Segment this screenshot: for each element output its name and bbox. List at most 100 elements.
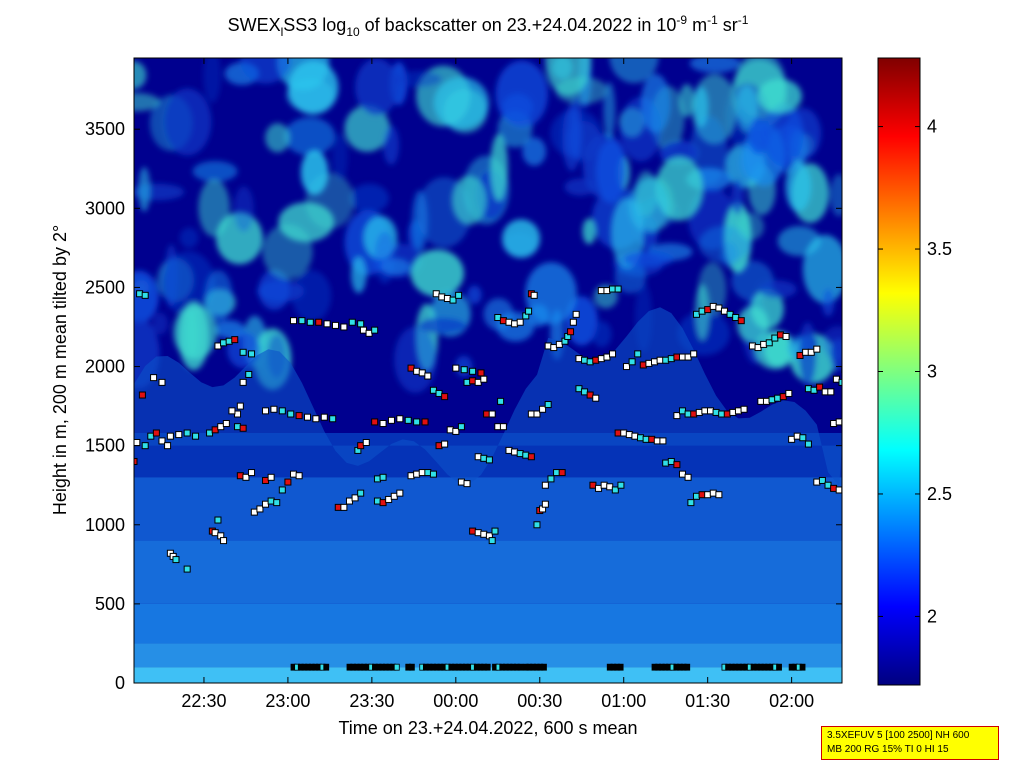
cloud-base-marker [278, 486, 286, 494]
backscatter-patch [609, 58, 659, 84]
cloud-base-marker [804, 440, 812, 448]
cloud-base-marker [379, 473, 387, 481]
backscatter-patch [757, 78, 802, 114]
backscatter-patch [355, 58, 399, 116]
cloud-base-marker [609, 350, 617, 358]
cloud-base-marker [835, 418, 842, 426]
cloud-base-marker [262, 407, 270, 415]
cloud-base-marker [499, 423, 507, 431]
y-axis: 0 500 1000 1500 2000 2500 3000 3500 [85, 119, 842, 693]
cloud-base-marker [273, 499, 281, 507]
cloud-base-marker [525, 307, 533, 315]
backscatter-patch [292, 270, 332, 322]
backscatter-patch [822, 288, 835, 317]
cloud-base-marker [455, 291, 463, 299]
cloud-base-marker [348, 318, 356, 326]
cloud-base-marker [477, 369, 485, 377]
cloud-base-marker [841, 420, 842, 428]
cloud-base-marker [452, 427, 460, 435]
cloud-base-marker [245, 370, 253, 378]
cloud-base-marker [827, 388, 835, 396]
cloud-base-marker [864, 485, 870, 491]
y-axis-label: Height in m, 200 m mean tilted by 2° [50, 225, 70, 515]
cloud-base-marker [859, 430, 865, 436]
cloud-base-marker [841, 366, 842, 374]
cloud-base-marker [853, 484, 859, 490]
cloud-base-marker [463, 480, 471, 488]
cloud-base-marker [323, 320, 331, 328]
cloud-base-marker [284, 478, 292, 486]
backscatter-patch [467, 285, 482, 305]
cloud-base-marker [192, 432, 200, 440]
backscatter-patch [562, 105, 582, 172]
cloud-base-marker [737, 317, 745, 325]
cloud-base-marker [306, 318, 314, 326]
backscatter-patch [689, 115, 728, 186]
backscatter-patch [344, 105, 390, 152]
cloud-base-marker [267, 473, 275, 481]
cloud-base-marker [357, 489, 365, 497]
backscatter-patch [582, 218, 596, 245]
backscatter-patch [383, 125, 400, 165]
cloud-base-marker [312, 415, 320, 423]
cloud-base-marker [516, 318, 524, 326]
cloud-base-marker [533, 521, 541, 529]
cloud-base-marker [539, 405, 547, 413]
plot-frame [133, 57, 843, 684]
heatmap-area [134, 58, 842, 683]
backscatter-patch [410, 249, 464, 297]
settings-info-box: 3.5XEFUV 5 [100 2500] NH 600 MB 200 RG 1… [821, 726, 999, 760]
cloud-base-marker [488, 537, 496, 545]
cloud-base-marker [371, 418, 379, 426]
cloud-base-marker [295, 472, 303, 480]
cloud-base-markers [134, 285, 870, 573]
cloud-base-marker [847, 485, 853, 491]
cloud-base-marker [491, 527, 499, 535]
backscatter-patch [628, 177, 669, 234]
cloud-base-marker [592, 394, 600, 402]
surface-marker [541, 663, 547, 671]
cloud-base-marker [480, 375, 488, 383]
y-tick-label: 0 [115, 673, 125, 693]
backscatter-patch [134, 92, 161, 112]
backscatter-patch [418, 316, 467, 334]
cloud-base-marker [228, 407, 236, 415]
cloud-base-marker [547, 475, 555, 483]
backscatter-patch [490, 133, 508, 202]
cloud-base-marker [183, 429, 191, 437]
backscatter-patch [623, 250, 674, 268]
backscatter-patch [614, 260, 646, 294]
cloud-base-marker [765, 339, 773, 347]
surface-marker [617, 663, 624, 671]
backscatter-band [134, 477, 842, 541]
backscatter-patch [737, 306, 769, 343]
y-tick-label: 3500 [85, 119, 125, 139]
cloud-base-marker [845, 381, 851, 387]
backscatter-patch [284, 117, 336, 156]
cloud-base-marker [270, 405, 278, 413]
cloud-base-marker [421, 418, 429, 426]
colorbar-tick-label: 4 [927, 117, 937, 137]
cloud-base-marker [569, 318, 577, 326]
backscatter-patch [240, 58, 292, 84]
y-tick-label: 2000 [85, 357, 125, 377]
backscatter-patch [164, 244, 178, 308]
backscatter-patch [163, 88, 212, 156]
info-line-2: MB 200 RG 15% TI 0 HI 15 [827, 744, 949, 755]
cloud-base-marker [220, 537, 228, 545]
cloud-base-marker [850, 370, 856, 376]
backscatter-patch [495, 60, 548, 128]
y-tick-label: 3000 [85, 198, 125, 218]
surface-marker [393, 663, 400, 671]
x-axis: 22:30 23:00 23:30 00:00 00:30 01:00 01:30 02:00 [181, 58, 814, 711]
backscatter-patch [802, 234, 842, 304]
cloud-base-marker [614, 285, 622, 293]
backscatter-patch [349, 183, 389, 213]
colorbar-ticks: 2 2.5 3 3.5 4 [878, 117, 952, 626]
surface-markers [290, 663, 806, 671]
surface-marker [484, 663, 491, 671]
cloud-base-marker [175, 431, 183, 439]
backscatter-patch [300, 149, 329, 195]
backscatter-patch [265, 123, 290, 153]
backscatter-patch [374, 231, 396, 284]
